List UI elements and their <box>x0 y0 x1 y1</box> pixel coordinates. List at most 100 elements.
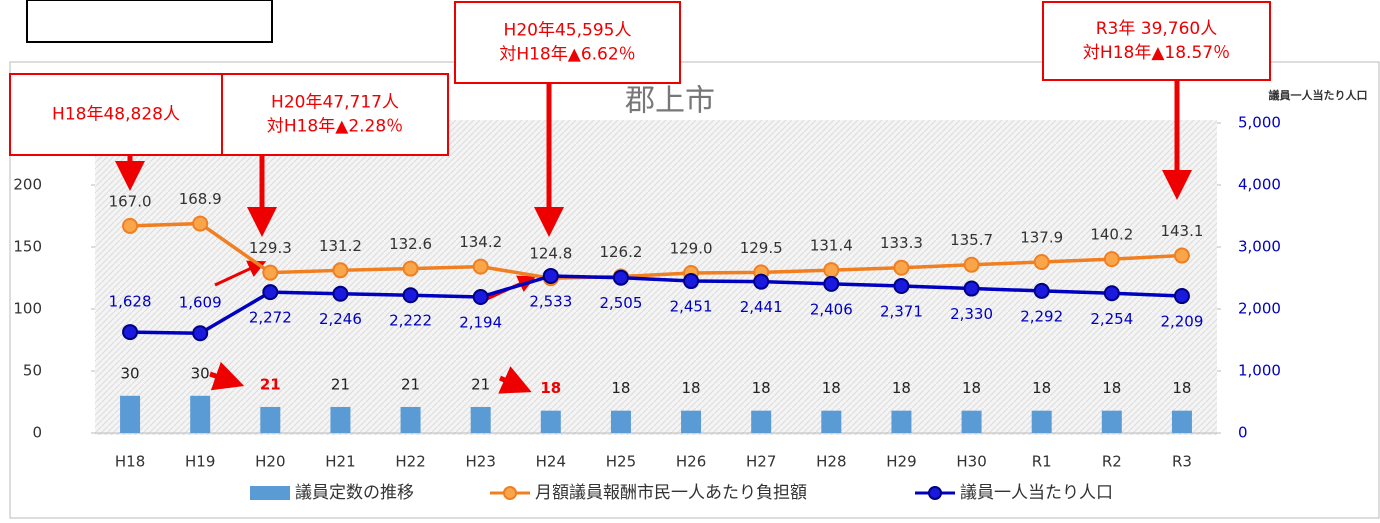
bar <box>400 406 421 433</box>
line-marker <box>823 262 840 279</box>
data-label: 134.2 <box>459 233 502 251</box>
line-marker <box>753 273 770 290</box>
line-marker <box>1173 288 1190 305</box>
bar <box>1101 410 1122 433</box>
data-label: 131.2 <box>319 237 362 255</box>
line <box>130 221 1183 281</box>
x-tick-label: R2 <box>1102 453 1122 471</box>
data-label: 168.9 <box>179 190 222 208</box>
data-label: 2,441 <box>740 298 783 316</box>
line-marker <box>122 324 139 341</box>
bar-value-label: 30 <box>191 364 210 382</box>
x-tick-label: H29 <box>886 453 916 471</box>
line-marker <box>1173 247 1190 264</box>
line-marker <box>542 267 559 284</box>
x-tick-label: H27 <box>746 453 776 471</box>
callout-box <box>9 73 223 156</box>
x-tick-label: H24 <box>536 453 566 471</box>
data-label: 2,246 <box>319 310 362 328</box>
data-label: 140.2 <box>1090 226 1133 244</box>
data-label: 167.0 <box>109 192 152 210</box>
line-marker <box>192 215 209 232</box>
y-tick-label: 100 <box>13 300 42 318</box>
bar-value-label: 18 <box>540 379 561 397</box>
data-label: 143.1 <box>1160 222 1203 240</box>
callout-box <box>221 73 449 156</box>
bar-value-label: 18 <box>892 379 911 397</box>
line-marker <box>1103 251 1120 268</box>
data-label: 126.2 <box>599 243 642 261</box>
data-label: 129.5 <box>740 239 783 257</box>
line-marker <box>1103 285 1120 302</box>
data-label: 131.4 <box>810 237 853 255</box>
data-label: 124.8 <box>529 245 572 263</box>
y2-tick-label: 1,000 <box>1238 362 1281 380</box>
data-label: 2,222 <box>389 312 432 330</box>
y-tick-label: 150 <box>13 238 42 256</box>
bar <box>260 406 281 433</box>
line-marker <box>402 287 419 304</box>
data-label: 129.0 <box>670 240 713 258</box>
y2-tick-label: 5,000 <box>1238 114 1281 132</box>
bar <box>610 410 631 433</box>
bar <box>821 410 842 433</box>
data-label: 2,272 <box>249 309 292 327</box>
data-label: 1,628 <box>109 293 152 311</box>
line-marker <box>963 280 980 297</box>
bar-value-label: 18 <box>1102 379 1121 397</box>
data-label: 2,292 <box>1020 307 1063 325</box>
line-marker <box>963 256 980 273</box>
bar <box>190 395 211 433</box>
data-label: 2,505 <box>599 294 642 312</box>
bar <box>470 406 491 433</box>
callout-text: H20年47,717人 <box>271 93 399 113</box>
x-tick-label: R3 <box>1172 453 1192 471</box>
line-marker <box>402 260 419 277</box>
line-marker <box>472 258 489 275</box>
line-marker <box>1033 282 1050 299</box>
x-tick-label: H28 <box>816 453 846 471</box>
data-label: 135.7 <box>950 231 993 249</box>
data-label: 2,451 <box>670 298 713 316</box>
bar-value-label: 18 <box>962 379 981 397</box>
bar-value-label: 18 <box>1032 379 1051 397</box>
callout-box <box>454 1 681 84</box>
plot-area <box>95 120 1217 435</box>
data-label: 2,533 <box>529 292 572 310</box>
bar <box>1171 410 1192 433</box>
data-label: 2,406 <box>810 300 853 318</box>
bar-value-label: 18 <box>752 379 771 397</box>
y2-tick-label: 2,000 <box>1238 300 1281 318</box>
data-label: 1,609 <box>179 294 222 312</box>
callout-text: H20年45,595人 <box>504 21 632 41</box>
bar-value-label: 21 <box>260 375 281 393</box>
callout-text: 対H18年▲18.57％ <box>1083 43 1230 63</box>
arrows <box>115 80 1192 394</box>
x-tick-label: H26 <box>676 453 706 471</box>
line <box>130 274 1183 335</box>
data-label: 129.3 <box>249 239 292 257</box>
y2-tick-label: 0 <box>1238 424 1248 442</box>
x-tick-label: H20 <box>255 453 285 471</box>
data-label: 2,254 <box>1090 310 1133 328</box>
line-marker <box>262 284 279 301</box>
line-marker <box>612 269 629 286</box>
line-marker <box>192 325 209 342</box>
data-label: 2,209 <box>1160 313 1203 331</box>
callout-text: 対H18年▲6.62％ <box>499 45 635 65</box>
line-marker <box>683 273 700 290</box>
data-label: 2,194 <box>459 313 502 331</box>
bar-value-label: 18 <box>611 379 630 397</box>
bar <box>751 410 772 433</box>
line-marker <box>122 217 139 234</box>
data-label: 133.3 <box>880 234 923 252</box>
data-label: 2,371 <box>880 302 923 320</box>
callout-text: R3年 39,760人 <box>1096 19 1218 39</box>
data-label: 132.6 <box>389 235 432 253</box>
line-marker <box>893 277 910 294</box>
callout-text: H18年48,828人 <box>52 105 180 125</box>
legend-label: 月額議員報酬市民一人あたり負担額 <box>535 483 807 503</box>
y2-tick-label: 3,000 <box>1238 238 1281 256</box>
bar-value-label: 30 <box>121 364 140 382</box>
